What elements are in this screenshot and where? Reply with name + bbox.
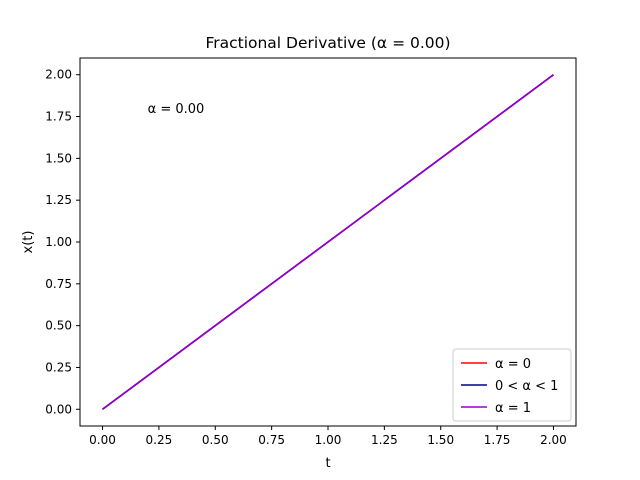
legend-label-2: 0 < α < 1 bbox=[495, 379, 558, 394]
legend-label-1: α = 0 bbox=[495, 357, 531, 372]
legend-box bbox=[452, 348, 572, 422]
x-tick-label: 1.75 bbox=[484, 433, 511, 447]
x-tick-label: 0.75 bbox=[258, 433, 285, 447]
x-tick-label: 1.50 bbox=[427, 433, 454, 447]
x-tick-label: 0.00 bbox=[89, 433, 116, 447]
y-tick-label: 0.50 bbox=[45, 319, 72, 333]
alpha-annotation: α = 0.00 bbox=[148, 102, 205, 117]
x-tick-label: 1.00 bbox=[315, 433, 342, 447]
y-tick-label: 0.00 bbox=[45, 402, 72, 416]
x-axis-label: t bbox=[325, 456, 330, 471]
plot-area: 0.00 0.25 0.50 0.75 1.00 1.25 1.50 1.75 2.00 0.00… bbox=[45, 57, 577, 447]
x-tick-label: 2.00 bbox=[540, 433, 567, 447]
y-tick-label: 0.75 bbox=[45, 277, 72, 291]
x-tick-label: 0.25 bbox=[146, 433, 173, 447]
y-tick-label: 2.00 bbox=[45, 68, 72, 82]
legend-label-3: α = 1 bbox=[495, 401, 531, 416]
y-tick-label: 1.75 bbox=[45, 110, 72, 124]
y-tick-label: 1.50 bbox=[45, 151, 72, 165]
x-tick-label: 0.50 bbox=[202, 433, 229, 447]
y-tick-label: 0.25 bbox=[45, 360, 72, 374]
series-line-3 bbox=[102, 74, 554, 410]
y-tick-label: 1.00 bbox=[45, 235, 72, 249]
legend: α = 0 0 < α < 1 α = 1 bbox=[452, 348, 572, 422]
chart-title: Fractional Derivative (α = 0.00) bbox=[205, 34, 450, 52]
y-tick-label: 1.25 bbox=[45, 193, 72, 207]
x-tick-label: 1.25 bbox=[371, 433, 398, 447]
y-axis-label: x(t) bbox=[21, 231, 36, 254]
